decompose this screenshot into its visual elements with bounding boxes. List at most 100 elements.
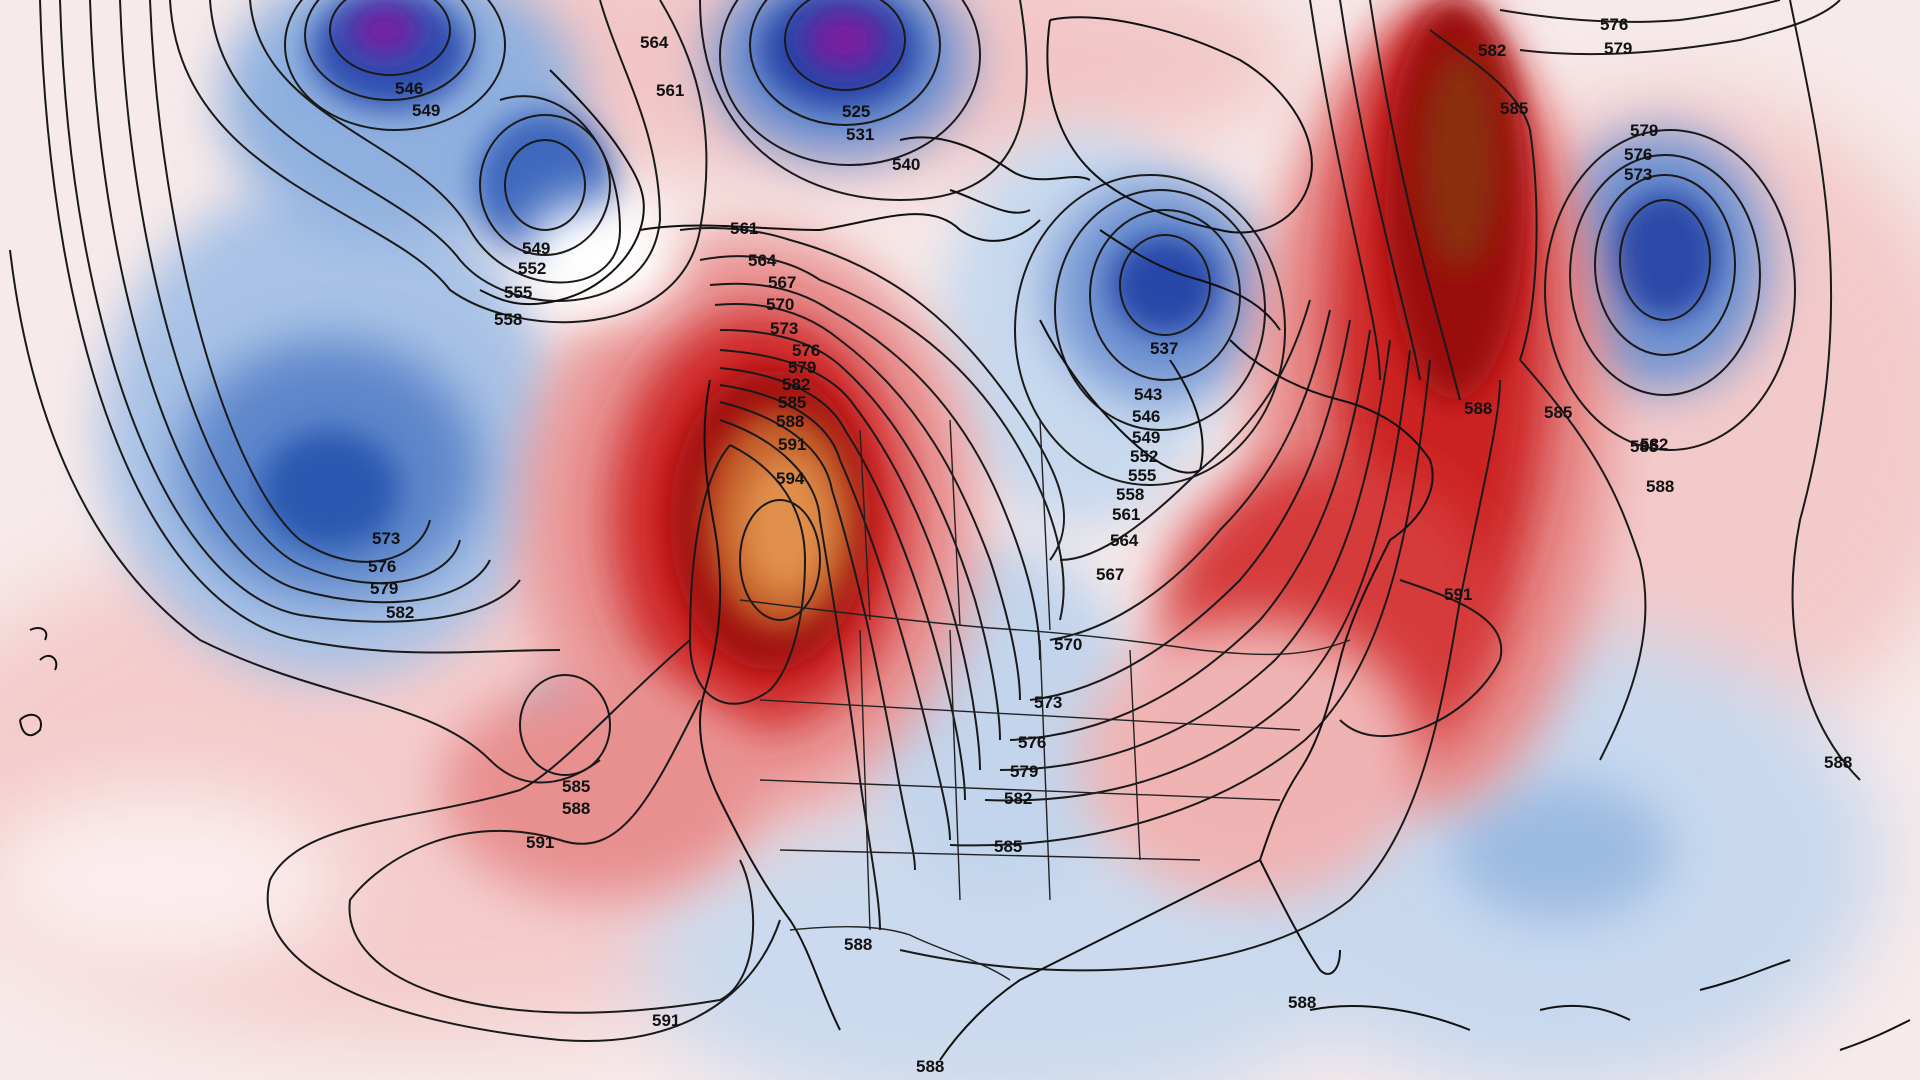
coast-labrador	[1229, 339, 1434, 541]
coast-baffin	[1099, 229, 1281, 331]
contour-arctic-2	[749, 0, 941, 126]
contour-label: 582	[386, 603, 414, 622]
contour-label: 588	[916, 1057, 944, 1076]
contour-east-579	[999, 339, 1391, 771]
contour-label: 585	[994, 837, 1022, 856]
contour-label: 573	[770, 319, 798, 338]
contour-label: 576	[1600, 15, 1628, 34]
contour-label: 552	[1130, 447, 1158, 466]
contour-ridge-570	[714, 303, 1021, 701]
contour-greenland-579	[1339, 0, 1421, 381]
contour-labels: 546 549 564 561 525 531 540 576 579 582 …	[368, 15, 1852, 1076]
contour-arctic-3	[719, 0, 981, 166]
anomaly-red-southwest	[440, 680, 760, 900]
contour-atlantic-low-1	[1619, 199, 1711, 321]
contour-atlantic-low-4	[1544, 129, 1796, 451]
contour-label: 558	[1116, 485, 1144, 504]
contour-label: 549	[412, 101, 440, 120]
contour-greenland-585	[1429, 29, 1538, 361]
contour-label: 525	[842, 102, 870, 121]
contour-bering-outer-2	[209, 0, 662, 302]
contour-bering-outer-3	[169, 0, 708, 324]
contour-greenland-582	[1369, 0, 1461, 401]
contour-label: 585	[1630, 437, 1658, 456]
contour-pacific-trough-4	[59, 0, 521, 623]
contour-ridge-561	[679, 227, 1065, 561]
contour-ridge-573	[719, 329, 1001, 741]
contour-label: 573	[372, 529, 400, 548]
contour-pacific-trough-3	[89, 0, 491, 604]
contour-label: 579	[370, 579, 398, 598]
contour-label: 582	[1640, 435, 1668, 454]
border-us-mexico	[789, 926, 1011, 981]
contour-label: 540	[892, 155, 920, 174]
border-canada-provinces	[859, 419, 1051, 631]
contour-far-east-585	[1519, 359, 1647, 761]
coast-greenland	[1046, 16, 1313, 234]
contour-label: 585	[1500, 99, 1528, 118]
anomaly-neutral-subtropics	[0, 790, 340, 970]
coast-caribbean-islands	[1539, 959, 1911, 1051]
contour-label: 588	[1288, 993, 1316, 1012]
political-borders	[739, 419, 1351, 981]
contour-ridge-591	[688, 444, 807, 705]
contour-label: 594	[776, 469, 805, 488]
coast-hawaii	[19, 627, 58, 737]
border-state-lines-2	[759, 699, 1301, 861]
contour-pacific-582	[39, 0, 561, 654]
contour-label: 543	[1134, 385, 1162, 404]
contour-label: 531	[846, 125, 874, 144]
contour-label: 555	[504, 283, 532, 302]
contour-east-576	[1009, 329, 1371, 741]
contour-label: 579	[1630, 121, 1658, 140]
contour-label: 588	[844, 935, 872, 954]
contour-label: 567	[768, 273, 796, 292]
contour-atlantic-low-3	[1569, 154, 1761, 396]
contour-ridge-576	[719, 349, 981, 771]
contour-arctic-outer	[699, 0, 1028, 202]
contour-label: 576	[368, 557, 396, 576]
border-us-canada	[739, 599, 1351, 656]
contour-arctic-1	[784, 0, 906, 91]
anomaly-pale-red-east-coast	[1080, 620, 1420, 900]
contour-east-585	[949, 359, 1431, 847]
anomaly-purple-arctic	[805, 10, 885, 70]
contour-ridge-582	[719, 384, 951, 841]
contour-top-right-576	[1499, 0, 1781, 23]
contour-label: 558	[494, 310, 522, 329]
contour-gulf-alaska-2	[479, 114, 611, 256]
contour-east-573	[1029, 319, 1351, 701]
contour-gulf-alaska-1	[504, 139, 586, 231]
contour-subtropical-low	[519, 674, 611, 776]
contour-label: 582	[782, 375, 810, 394]
anomaly-light-orange-west-ridge	[740, 455, 830, 595]
border-state-lines-1	[859, 629, 1141, 931]
contour-label: 561	[1112, 505, 1140, 524]
contour-label: 591	[778, 435, 806, 454]
contour-label: 546	[1132, 407, 1160, 426]
coast-cuba	[1309, 1005, 1471, 1031]
contour-atlantic-low-2	[1594, 174, 1736, 356]
contour-greenland-576	[1309, 0, 1381, 381]
contour-label: 591	[652, 1011, 680, 1030]
contour-top-right-579	[1519, 0, 1841, 56]
contour-baffin-4	[1014, 174, 1286, 486]
contour-label: 582	[1478, 41, 1506, 60]
contour-pacific-585	[9, 249, 601, 784]
contour-label: 564	[640, 33, 669, 52]
contour-label: 579	[1604, 39, 1632, 58]
anomaly-deep-blue-pacific-trough	[260, 430, 400, 550]
contour-label: 588	[776, 412, 804, 431]
contour-east-588	[899, 379, 1501, 972]
contour-label: 579	[788, 358, 816, 377]
anomaly-deep-blue-baffin	[1110, 235, 1220, 335]
contour-pacific-trough-2	[119, 0, 461, 584]
contour-label: 537	[1150, 339, 1178, 358]
coast-canadian-archipelago	[899, 136, 1091, 214]
contour-label: 570	[1054, 635, 1082, 654]
anomaly-deep-blue-bering	[310, 0, 470, 110]
contour-east-591	[1339, 579, 1503, 738]
contour-bering-3	[284, 0, 506, 131]
contour-label: 591	[526, 833, 554, 852]
